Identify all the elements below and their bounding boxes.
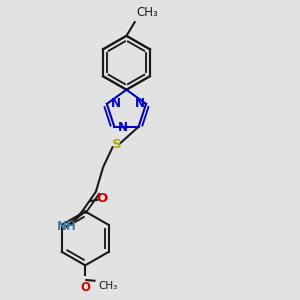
Text: N: N: [118, 121, 128, 134]
Text: O: O: [80, 281, 90, 294]
Text: N: N: [111, 97, 121, 110]
Text: CH₃: CH₃: [137, 6, 158, 19]
Text: NH: NH: [56, 220, 76, 233]
Text: N: N: [135, 97, 145, 110]
Text: S: S: [112, 138, 121, 152]
Text: O: O: [96, 192, 107, 206]
Text: CH₃: CH₃: [98, 281, 118, 291]
